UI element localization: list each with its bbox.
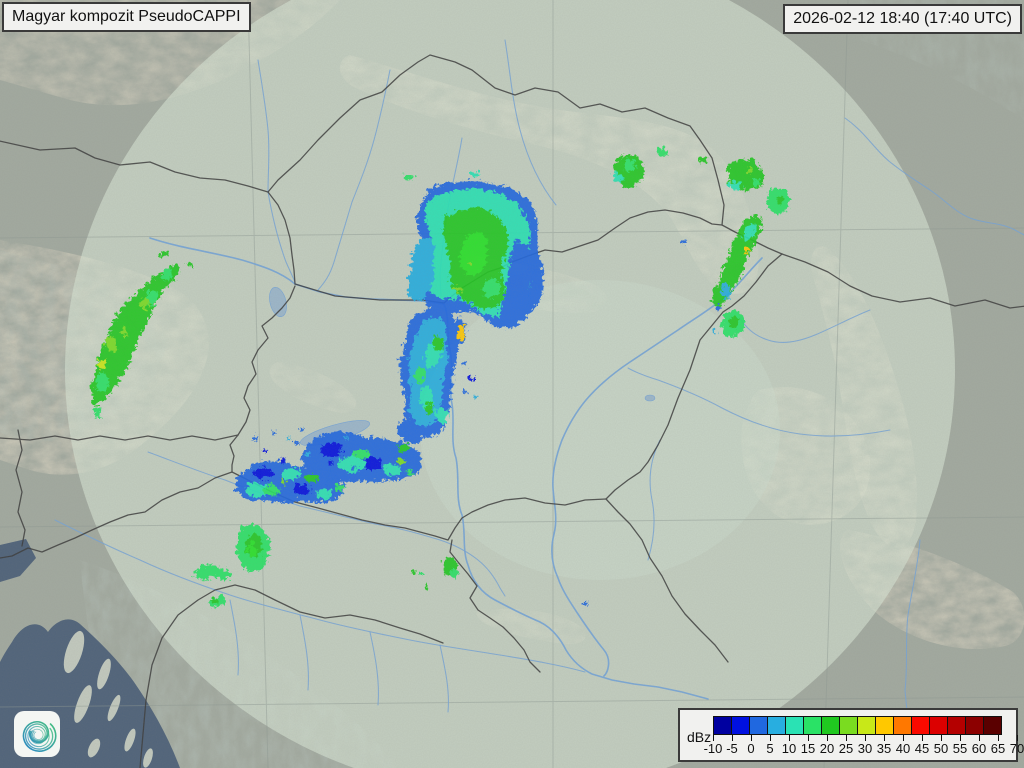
timestamp: 2026-02-12 18:40 (17:40 UTC) <box>793 10 1012 27</box>
legend-swatch <box>875 716 894 735</box>
legend-tick-label: 45 <box>914 741 930 756</box>
legend-tick-label: 5 <box>766 741 774 756</box>
legend-swatch <box>983 716 1002 735</box>
product-title: Magyar kompozit PseudoCAPPI <box>12 8 241 25</box>
legend-tick <box>827 735 828 741</box>
legend-swatch <box>929 716 948 735</box>
legend-tick <box>941 735 942 741</box>
legend-tick-label: -5 <box>726 741 738 756</box>
legend-tick <box>751 735 752 741</box>
legend-tick <box>846 735 847 741</box>
legend-tick <box>713 735 714 741</box>
legend-tick <box>732 735 733 741</box>
legend-tick-label: 70 <box>1009 741 1024 756</box>
legend-swatch <box>965 716 984 735</box>
legend-tick <box>884 735 885 741</box>
legend-scale: -10 -5 0 5 10 15 20 25 30 35 40 45 50 55 60 65 70 <box>704 716 1024 757</box>
legend-tick-label: 65 <box>990 741 1006 756</box>
spiral-logo-icon <box>22 721 57 753</box>
legend-tick-label: -10 <box>703 741 723 756</box>
timestamp-box: 2026-02-12 18:40 (17:40 UTC) <box>783 4 1022 34</box>
legend-swatch <box>749 716 768 735</box>
legend-tick-label: 25 <box>838 741 854 756</box>
legend-tick-label: 60 <box>971 741 987 756</box>
legend-swatch <box>713 716 732 735</box>
legend-tick <box>789 735 790 741</box>
legend-swatch <box>821 716 840 735</box>
legend-swatches <box>713 716 1017 735</box>
legend-tick-label: 30 <box>857 741 873 756</box>
legend-tick <box>979 735 980 741</box>
legend-tick-label: 20 <box>819 741 835 756</box>
legend-tick-label: 40 <box>895 741 911 756</box>
legend-tick <box>808 735 809 741</box>
legend-tick <box>865 735 866 741</box>
legend-tick <box>770 735 771 741</box>
legend-swatch <box>803 716 822 735</box>
legend-ticks: -10 -5 0 5 10 15 20 25 30 35 40 45 50 55 60 65 70 <box>704 735 1024 757</box>
legend-tick <box>998 735 999 741</box>
legend-tick <box>903 735 904 741</box>
legend-swatch <box>767 716 786 735</box>
legend-swatch <box>911 716 930 735</box>
legend-tick-label: 35 <box>876 741 892 756</box>
legend-tick-label: 0 <box>747 741 755 756</box>
legend-tick-label: 10 <box>781 741 797 756</box>
dbz-legend: dBz -10 -5 0 5 10 15 20 25 30 35 40 45 50 55 60 65 70 <box>678 708 1024 762</box>
legend-tick <box>922 735 923 741</box>
product-title-box: Magyar kompozit PseudoCAPPI <box>2 2 251 32</box>
legend-tick-label: 55 <box>952 741 968 756</box>
legend-swatch <box>947 716 966 735</box>
hungaromet-spiral-logo <box>14 711 60 757</box>
legend-swatch <box>839 716 858 735</box>
legend-swatch <box>785 716 804 735</box>
legend-tick <box>960 735 961 741</box>
legend-tick <box>1017 735 1018 741</box>
legend-tick-label: 15 <box>800 741 816 756</box>
legend-tick-label: 50 <box>933 741 949 756</box>
legend-swatch <box>731 716 750 735</box>
legend-unit-label: dBz <box>687 729 712 745</box>
legend-swatch <box>893 716 912 735</box>
legend-swatch <box>857 716 876 735</box>
